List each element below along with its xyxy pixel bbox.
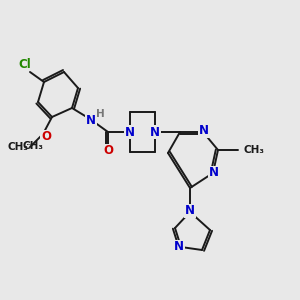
Text: N: N xyxy=(125,125,135,139)
Text: N: N xyxy=(150,125,160,139)
Text: O: O xyxy=(103,145,113,158)
Text: N: N xyxy=(174,241,184,254)
Text: CH₃: CH₃ xyxy=(22,141,44,151)
Text: Cl: Cl xyxy=(19,58,32,70)
Text: N: N xyxy=(86,113,96,127)
Text: CH₃: CH₃ xyxy=(7,142,28,152)
Text: CH₃: CH₃ xyxy=(244,145,265,155)
Text: N: N xyxy=(199,124,209,137)
Text: N: N xyxy=(185,205,195,218)
Text: methoxy: methoxy xyxy=(27,143,33,145)
Text: O: O xyxy=(41,130,51,143)
Text: H: H xyxy=(96,109,104,119)
Text: N: N xyxy=(209,167,219,179)
